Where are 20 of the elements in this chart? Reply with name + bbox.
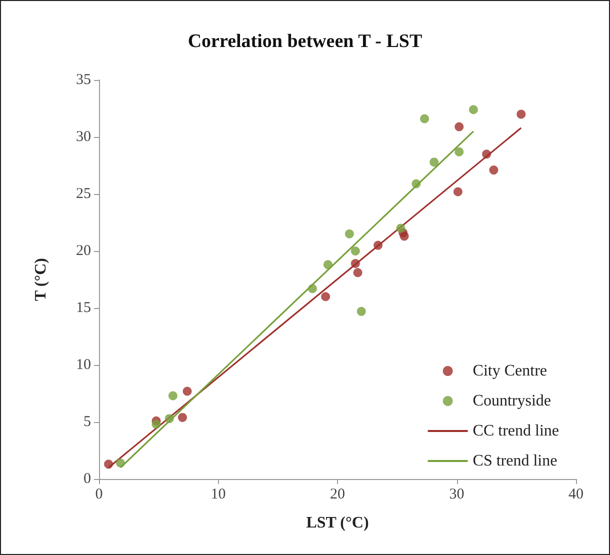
x-axis-title: LST (°C)	[306, 514, 369, 532]
y-tick-label: 5	[84, 414, 91, 430]
y-tick-label: 15	[76, 300, 91, 316]
y-tick-label: 0	[84, 471, 91, 487]
x-tick-label: 40	[568, 486, 584, 502]
y-tick-label: 20	[76, 243, 91, 259]
y-tick-label: 35	[76, 72, 91, 88]
y-tick-label: 25	[76, 186, 91, 202]
x-tick-label: 30	[449, 486, 464, 502]
y-tick-label: 30	[76, 129, 91, 145]
x-tick-label: 20	[330, 486, 345, 502]
legend-label: CS trend line	[472, 452, 558, 470]
y-axis-title: T (°C)	[32, 258, 50, 301]
x-tick-label: 0	[95, 486, 103, 502]
legend-label: Countryside	[472, 392, 552, 410]
legend-label: City Centre	[472, 362, 548, 380]
chart-title: Correlation between T - LST	[188, 31, 422, 52]
y-tick-label: 10	[76, 357, 91, 373]
legend-label: CC trend line	[472, 422, 560, 440]
x-tick-label: 10	[210, 486, 226, 502]
